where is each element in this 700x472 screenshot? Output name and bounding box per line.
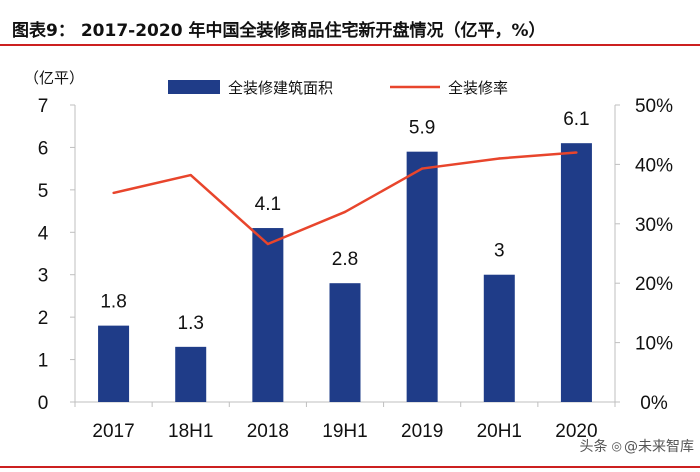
left-axis-tick-label: 3 xyxy=(38,266,49,287)
line-series xyxy=(113,151,577,246)
right-axis-tick-label: 50% xyxy=(635,96,673,117)
line-point xyxy=(575,151,578,154)
line-point xyxy=(112,191,115,195)
line-point xyxy=(420,167,424,170)
x-axis-tick-label: 2017 xyxy=(92,421,134,442)
left-axis-tick-label: 1 xyxy=(38,351,49,372)
bar-data-label: 2.8 xyxy=(332,249,358,270)
line-point xyxy=(266,242,270,246)
left-axis-tick-label: 6 xyxy=(38,138,49,159)
left-axis-tick-label: 5 xyxy=(38,181,49,202)
right-axis-tick-label: 40% xyxy=(635,155,673,176)
bar-data-label: 1.8 xyxy=(100,292,126,313)
wechat-icon: ◎ xyxy=(611,439,622,453)
figure-title-text: 2017-2020 年中国全装修商品住宅新开盘情况（亿平，%） xyxy=(80,21,546,41)
watermark: 头条 ◎ @未来智库 xyxy=(580,436,694,456)
watermark-source: 头条 xyxy=(579,439,608,455)
line-point xyxy=(498,157,501,160)
left-axis-tick-label: 2 xyxy=(38,308,49,329)
legend-label-bar: 全装修建筑面积 xyxy=(228,79,333,97)
bar xyxy=(329,283,361,402)
bar-data-label: 6.1 xyxy=(563,109,589,130)
right-axis-tick-label: 20% xyxy=(635,274,673,295)
bottom-divider xyxy=(0,466,700,468)
line-point xyxy=(189,173,192,177)
left-axis-tick-label: 0 xyxy=(38,393,49,414)
figure-label: 图表9： xyxy=(12,21,75,41)
bar xyxy=(483,274,515,402)
chart-title: 图表9： 2017-2020 年中国全装修商品住宅新开盘情况（亿平，%） xyxy=(12,16,545,41)
bar-data-label: 4.1 xyxy=(255,194,281,215)
bar-data-label: 5.9 xyxy=(409,118,435,139)
bar xyxy=(560,143,592,402)
legend-swatch-bar xyxy=(168,80,220,94)
right-axis-tick-label: 30% xyxy=(635,215,673,236)
x-axis-tick-label: 18H1 xyxy=(168,421,213,442)
left-axis-unit: （亿平） xyxy=(24,69,84,87)
bar xyxy=(406,151,438,402)
bar xyxy=(252,228,284,402)
bar-data-label: 1.3 xyxy=(178,313,204,334)
bar xyxy=(175,346,207,402)
legend-label-line: 全装修率 xyxy=(448,79,508,97)
line-point xyxy=(343,210,347,214)
x-axis-tick-label: 2018 xyxy=(247,421,289,442)
bar-data-label: 3 xyxy=(494,241,505,262)
right-axis-tick-label: 0% xyxy=(640,393,668,414)
left-axis-tick-label: 4 xyxy=(38,223,49,244)
title-divider xyxy=(0,44,700,46)
watermark-text: @未来智库 xyxy=(624,439,694,455)
x-axis-tick-label: 2020 xyxy=(555,421,597,442)
x-axis-tick-label: 2019 xyxy=(401,421,443,442)
x-axis-tick-label: 20H1 xyxy=(477,421,522,442)
x-axis-tick-label: 19H1 xyxy=(322,421,367,442)
right-axis-tick-label: 10% xyxy=(635,334,673,355)
left-axis-tick-label: 7 xyxy=(38,96,49,117)
bar xyxy=(98,325,130,402)
